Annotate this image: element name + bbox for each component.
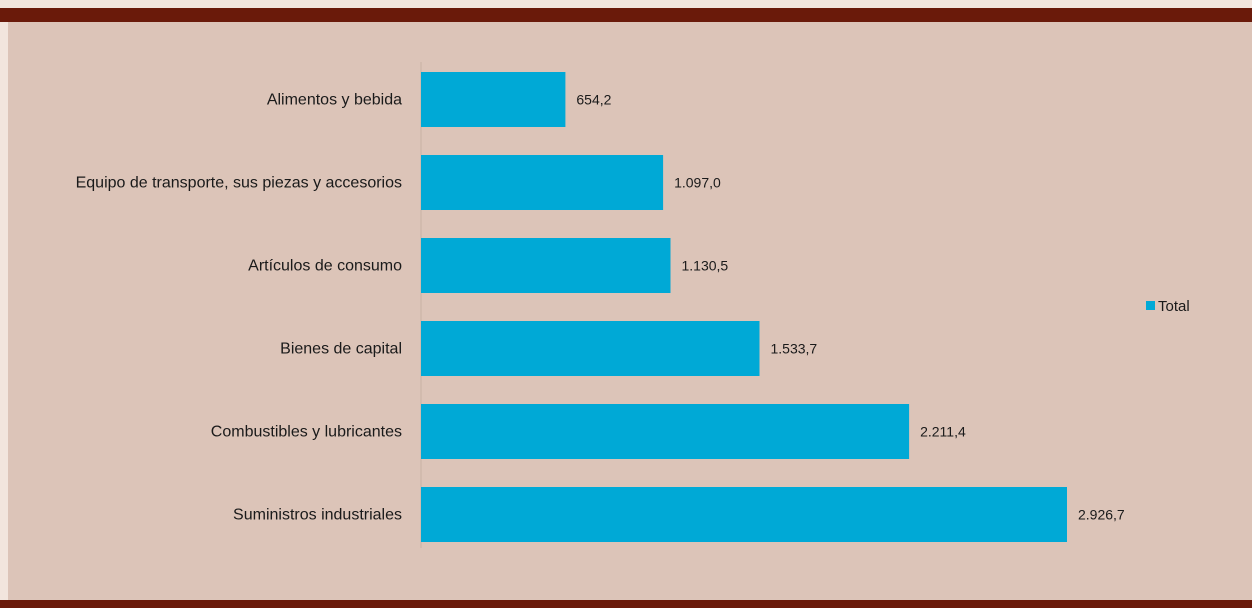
top-accent-bar [0,8,1252,22]
legend-swatch-total [1146,301,1155,310]
bar-5 [421,487,1067,542]
category-label: Suministros industriales [233,507,402,524]
value-label: 1.533,7 [771,341,818,357]
bars-group [421,72,1067,542]
value-label: 1.130,5 [682,258,729,274]
value-labels-group: 654,2 1.097,0 1.130,5 1.533,7 2.211,4 2.926,7 [576,92,1125,523]
value-label: 2.926,7 [1078,507,1125,523]
value-label: 654,2 [576,92,611,108]
bar-2 [421,238,671,293]
category-labels-group: Alimentos y bebida Equipo de transporte, … [76,92,403,524]
category-label: Combustibles y lubricantes [211,424,402,441]
bar-0 [421,72,566,127]
bottom-accent-bar [0,600,1252,608]
category-label: Artículos de consumo [248,258,402,275]
value-label: 1.097,0 [674,175,721,191]
bar-4 [421,404,910,459]
bar-1 [421,155,664,210]
category-label: Equipo de transporte, sus piezas y acces… [76,175,402,192]
value-label: 2.211,4 [920,424,966,440]
category-label: Bienes de capital [280,341,402,358]
category-label: Alimentos y bebida [267,92,402,109]
bar-3 [421,321,760,376]
legend-label-total: Total [1158,298,1190,315]
legend: Total [1146,298,1190,315]
